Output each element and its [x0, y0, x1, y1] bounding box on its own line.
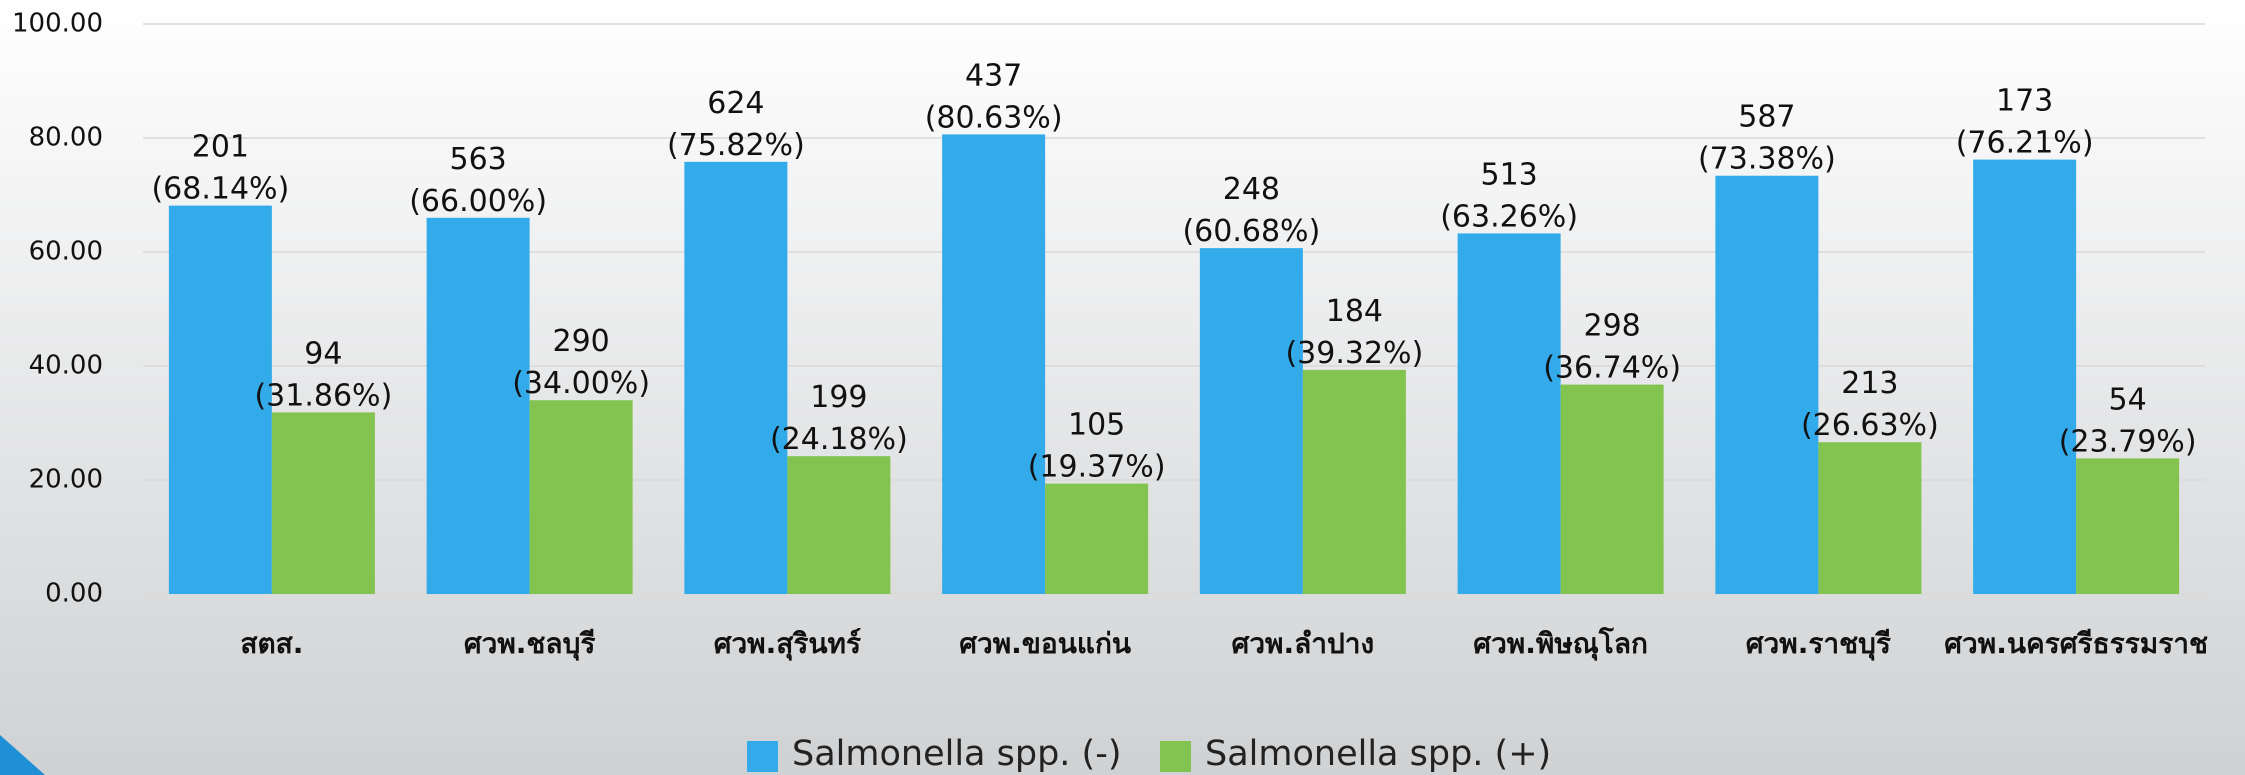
x-tick-label: ศวพ.ขอนแก่น: [959, 627, 1131, 660]
bar: [1199, 248, 1303, 594]
bar: [271, 412, 375, 594]
bar: [1715, 175, 1819, 594]
y-tick-label: 40.00: [29, 351, 103, 381]
data-label: 199 (24.18%): [770, 380, 908, 457]
bar: [1302, 369, 1406, 594]
data-label: 184 (39.32%): [1285, 293, 1423, 370]
x-tick-label: ศวพ.ชลบุรี: [464, 627, 596, 661]
data-label: 201 (68.14%): [151, 129, 289, 206]
bar: [168, 205, 272, 595]
x-tick-label: ศวพ.ลำปาง: [1232, 627, 1375, 660]
data-label: 94 (31.86%): [254, 336, 392, 413]
x-tick-label: ศวพ.ราชบุรี: [1746, 627, 1891, 661]
y-tick-label: 60.00: [29, 237, 103, 267]
corner-decoration: [0, 735, 45, 775]
x-tick-label: ศวพ.สุรินทร์: [714, 627, 861, 661]
data-label: 587 (73.38%): [1698, 99, 1836, 176]
legend-swatch: [1160, 741, 1191, 772]
bar: [1560, 384, 1664, 594]
legend-swatch: [747, 741, 778, 772]
bar: [1045, 483, 1149, 594]
data-label: 290 (34.00%): [512, 324, 650, 401]
data-label: 248 (60.68%): [1182, 172, 1320, 249]
bar: [1973, 159, 2077, 594]
bar: [787, 456, 891, 594]
bar: [942, 134, 1046, 594]
data-label: 173 (76.21%): [1956, 83, 2094, 160]
data-label: 437 (80.63%): [925, 58, 1063, 135]
bar: [2076, 458, 2180, 594]
y-tick-label: 100.00: [12, 9, 103, 39]
data-label: 624 (75.82%): [667, 85, 805, 162]
data-label: 563 (66.00%): [409, 141, 547, 218]
bar: [1457, 233, 1561, 594]
bar: [426, 217, 530, 595]
y-tick-label: 20.00: [29, 465, 103, 495]
data-label: 298 (36.74%): [1543, 308, 1681, 385]
data-label: 513 (63.26%): [1440, 157, 1578, 234]
x-tick-label: ศวพ.นครศรีธรรมราช: [1944, 627, 2208, 660]
bar: [1818, 442, 1922, 594]
y-tick-label: 0.00: [45, 579, 103, 609]
y-tick-label: 80.00: [29, 123, 103, 153]
bar: [529, 400, 633, 594]
data-label: 54 (23.79%): [2059, 382, 2197, 459]
data-label: 213 (26.63%): [1801, 366, 1939, 443]
data-label: 105 (19.37%): [1028, 407, 1166, 484]
legend-label: Salmonella spp. (+): [1205, 734, 1551, 774]
x-tick-label: สตส.: [240, 627, 303, 660]
legend-label: Salmonella spp. (-): [792, 734, 1122, 774]
x-tick-label: ศวพ.พิษณุโลก: [1473, 626, 1648, 661]
bar: [684, 161, 788, 595]
